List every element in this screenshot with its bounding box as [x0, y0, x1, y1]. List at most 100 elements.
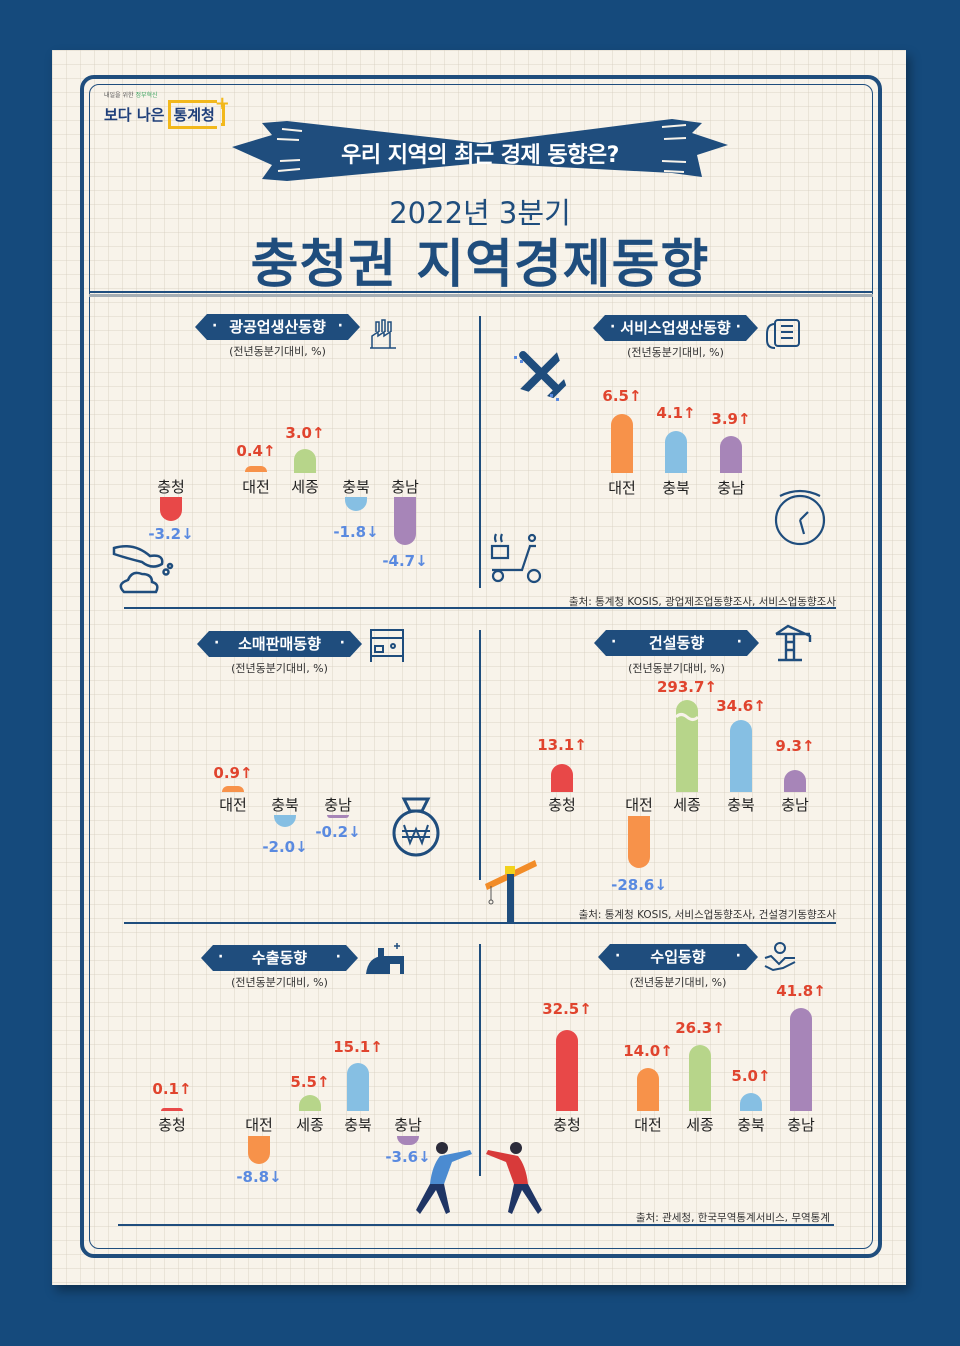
construction-bar-chungbuk	[730, 720, 752, 792]
import-bar-chungbuk	[740, 1093, 762, 1111]
retail-bar-chungnam	[327, 815, 349, 818]
import-bar-chungcheong	[556, 1030, 578, 1111]
export-category-sejong: 세종	[296, 1116, 324, 1134]
construction-unit: (전년동분기대비, %)	[628, 662, 725, 675]
import-bar-daejeon	[637, 1068, 659, 1111]
title-ribbon: 우리 지역의 최근 경제 동향은?	[232, 115, 728, 185]
export-bar-chungnam	[397, 1136, 419, 1145]
mining-category-daejeon: 대전	[242, 478, 270, 496]
document-receipt-icon	[766, 319, 800, 349]
mining-unit: (전년동분기대비, %)	[229, 345, 326, 358]
export-unit: (전년동분기대비, %)	[231, 976, 328, 989]
mining-bar-sejong	[294, 449, 316, 473]
construction-value-chungnam: 9.3↑	[775, 737, 815, 755]
source-row3: 출처: 관세청, 한국무역통계서비스, 무역통계	[635, 1212, 830, 1224]
service-value-chungnam: 3.9↑	[711, 410, 751, 428]
export-value-daejeon: -8.8↓	[236, 1168, 282, 1186]
service-category-chungbuk: 충북	[662, 479, 690, 497]
import-category-sejong: 세종	[686, 1116, 714, 1134]
mining-bar-chungbuk	[345, 497, 367, 511]
export-bar-sejong	[299, 1095, 321, 1111]
export-category-daejeon: 대전	[245, 1116, 273, 1134]
export-value-sejong: 5.5↑	[290, 1073, 330, 1091]
service-bar-daejeon	[611, 414, 633, 473]
source-row2: 출처: 통계청 KOSIS, 서비스업동향조사, 건설경기동향조사	[578, 909, 836, 921]
construction-category-sejong: 세종	[673, 796, 701, 814]
airport-building-icon	[366, 943, 404, 974]
store-stall-icon	[370, 629, 404, 662]
service-value-daejeon: 6.5↑	[602, 387, 642, 405]
export-category-chungnam: 충남	[394, 1116, 422, 1134]
service-category-chungnam: 충남	[717, 479, 745, 497]
export-value-chungnam: -3.6↓	[385, 1148, 431, 1166]
import-category-daejeon: 대전	[634, 1116, 662, 1134]
mining-category-sejong: 세종	[291, 478, 319, 496]
frame-inner	[89, 84, 873, 1249]
handshake-dollar-icon	[764, 942, 796, 972]
mining-category-chungbuk: 충북	[342, 478, 370, 496]
export-bar-chungcheong	[161, 1108, 183, 1111]
construction-value-sejong: 293.7↑	[656, 678, 717, 696]
service-section-title: 서비스업생산동향	[593, 315, 758, 341]
won-money-bag-icon	[392, 797, 440, 857]
mining-value-chungnam: -4.7↓	[382, 552, 428, 570]
import-value-chungcheong: 32.5↑	[542, 1000, 592, 1018]
export-bar-chungbuk	[347, 1063, 369, 1111]
subtitle: 2022년 3분기	[389, 196, 571, 230]
header-divider	[89, 291, 873, 297]
logo-brand: 통계청	[168, 100, 217, 129]
mining-bar-chungcheong	[160, 497, 182, 521]
vertical-divider-row1	[479, 316, 481, 588]
row3-divider	[118, 1224, 834, 1226]
scoop-powder-icon	[112, 545, 174, 594]
import-section-title: 수입동향	[598, 944, 758, 970]
row1-divider	[124, 607, 836, 609]
construction-section-title: 건설동향	[594, 630, 759, 656]
mining-value-chungcheong: -3.2↓	[148, 525, 194, 543]
vertical-divider-row2	[479, 630, 481, 880]
mining-value-sejong: 3.0↑	[285, 424, 325, 442]
factory-icon	[370, 319, 396, 349]
logo-prefix: 보다 나은	[104, 106, 165, 124]
construction-bar-daejeon	[628, 816, 650, 868]
retail-section-title: 소매판매동향	[197, 631, 362, 657]
logo-tagline-highlight: 정부혁신	[135, 92, 158, 99]
construction-category-chungbuk: 충북	[727, 796, 755, 814]
axis-break-icon	[676, 713, 698, 721]
import-category-chungbuk: 충북	[737, 1116, 765, 1134]
vertical-divider-row3	[479, 944, 481, 1176]
export-category-chungcheong: 충청	[158, 1116, 186, 1134]
frame-outer	[80, 75, 882, 1258]
construction-category-chungcheong: 충청	[548, 796, 576, 814]
import-bar-sejong	[689, 1045, 711, 1111]
import-unit: (전년동분기대비, %)	[629, 976, 727, 989]
import-value-sejong: 26.3↑	[675, 1019, 725, 1037]
service-bar-chungbuk	[665, 431, 687, 473]
service-unit: (전년동분기대비, %)	[627, 346, 724, 359]
mining-value-daejeon: 0.4↑	[236, 442, 276, 460]
export-value-chungbuk: 15.1↑	[333, 1038, 383, 1056]
construction-value-chungbuk: 34.6↑	[716, 697, 766, 715]
service-category-daejeon: 대전	[608, 479, 636, 497]
mining-bar-chungnam	[394, 497, 416, 545]
retail-category-chungnam: 충남	[324, 796, 352, 814]
mining-category-chungnam: 충남	[391, 478, 419, 496]
logo-tagline: 내일을 위한	[104, 92, 134, 99]
page-title: 충청권 지역경제동향	[250, 235, 710, 295]
ribbon-banner-icon	[232, 119, 728, 181]
export-bar-daejeon	[248, 1136, 270, 1164]
construction-bar-chungcheong	[551, 764, 573, 792]
businessmen-pushing-icon	[416, 1142, 542, 1214]
airplane-icon	[514, 351, 567, 401]
export-section-title: 수출동향	[201, 945, 358, 971]
import-category-chungnam: 충남	[787, 1116, 815, 1134]
ribbon-text: 우리 지역의 최근 경제 동향은?	[341, 143, 619, 168]
mining-value-chungbuk: -1.8↓	[333, 523, 379, 541]
retail-bar-chungbuk	[274, 815, 296, 827]
construction-category-daejeon: 대전	[625, 796, 653, 814]
import-value-daejeon: 14.0↑	[623, 1042, 673, 1060]
service-value-chungbuk: 4.1↑	[656, 404, 696, 422]
retail-category-daejeon: 대전	[219, 796, 247, 814]
retail-category-chungbuk: 충북	[271, 796, 299, 814]
clock-icon	[774, 489, 826, 546]
